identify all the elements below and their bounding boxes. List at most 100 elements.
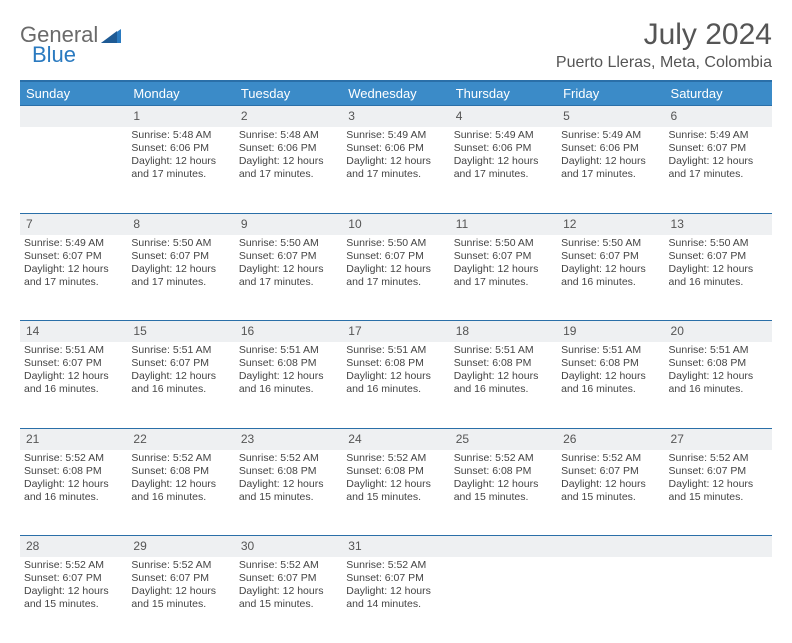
sunset-line: Sunset: 6:07 PM [24, 357, 123, 370]
day-cell: Sunrise: 5:52 AMSunset: 6:08 PMDaylight:… [450, 450, 557, 536]
weekday-header: Tuesday [235, 81, 342, 106]
sunrise-line: Sunrise: 5:52 AM [131, 452, 230, 465]
daylight-line: Daylight: 12 hours and 17 minutes. [454, 263, 553, 289]
day-cell: Sunrise: 5:49 AMSunset: 6:06 PMDaylight:… [557, 127, 664, 213]
day-cell: Sunrise: 5:49 AMSunset: 6:07 PMDaylight:… [20, 235, 127, 321]
day-number-row: 28293031 [20, 536, 772, 558]
day-number: 30 [235, 536, 342, 558]
sunrise-line: Sunrise: 5:51 AM [24, 344, 123, 357]
daylight-line: Daylight: 12 hours and 16 minutes. [561, 263, 660, 289]
sunrise-line: Sunrise: 5:48 AM [239, 129, 338, 142]
day-cell: Sunrise: 5:52 AMSunset: 6:08 PMDaylight:… [127, 450, 234, 536]
day-number: 28 [20, 536, 127, 558]
day-number: 29 [127, 536, 234, 558]
day-cell: Sunrise: 5:51 AMSunset: 6:08 PMDaylight:… [342, 342, 449, 428]
day-cell: Sunrise: 5:52 AMSunset: 6:07 PMDaylight:… [665, 450, 772, 536]
weekday-header: Thursday [450, 81, 557, 106]
sunset-line: Sunset: 6:07 PM [239, 250, 338, 263]
daylight-line: Daylight: 12 hours and 15 minutes. [131, 585, 230, 611]
sunrise-line: Sunrise: 5:51 AM [669, 344, 768, 357]
sunrise-line: Sunrise: 5:52 AM [346, 559, 445, 572]
day-number: 6 [665, 106, 772, 128]
sunrise-line: Sunrise: 5:52 AM [239, 452, 338, 465]
weekday-header: Friday [557, 81, 664, 106]
day-cell: Sunrise: 5:50 AMSunset: 6:07 PMDaylight:… [342, 235, 449, 321]
day-number: 19 [557, 321, 664, 343]
sunset-line: Sunset: 6:07 PM [24, 250, 123, 263]
day-number-row: 14151617181920 [20, 321, 772, 343]
sunrise-line: Sunrise: 5:52 AM [346, 452, 445, 465]
day-number [665, 536, 772, 558]
sunset-line: Sunset: 6:06 PM [561, 142, 660, 155]
day-number: 10 [342, 213, 449, 235]
daylight-line: Daylight: 12 hours and 15 minutes. [669, 478, 768, 504]
day-cell: Sunrise: 5:50 AMSunset: 6:07 PMDaylight:… [235, 235, 342, 321]
sunrise-line: Sunrise: 5:49 AM [561, 129, 660, 142]
sunrise-line: Sunrise: 5:49 AM [454, 129, 553, 142]
day-number: 11 [450, 213, 557, 235]
weekday-header: Sunday [20, 81, 127, 106]
day-cell [557, 557, 664, 643]
sunrise-line: Sunrise: 5:52 AM [454, 452, 553, 465]
daylight-line: Daylight: 12 hours and 15 minutes. [24, 585, 123, 611]
title-block: July 2024 Puerto Lleras, Meta, Colombia [556, 18, 772, 72]
sunset-line: Sunset: 6:08 PM [131, 465, 230, 478]
sunset-line: Sunset: 6:08 PM [24, 465, 123, 478]
day-cell: Sunrise: 5:50 AMSunset: 6:07 PMDaylight:… [557, 235, 664, 321]
sunrise-line: Sunrise: 5:52 AM [24, 559, 123, 572]
sunrise-line: Sunrise: 5:49 AM [346, 129, 445, 142]
sunrise-line: Sunrise: 5:50 AM [239, 237, 338, 250]
sunrise-line: Sunrise: 5:51 AM [131, 344, 230, 357]
day-number: 7 [20, 213, 127, 235]
sunset-line: Sunset: 6:07 PM [346, 572, 445, 585]
daylight-line: Daylight: 12 hours and 16 minutes. [24, 478, 123, 504]
day-number: 8 [127, 213, 234, 235]
sunset-line: Sunset: 6:08 PM [346, 357, 445, 370]
day-cell: Sunrise: 5:52 AMSunset: 6:08 PMDaylight:… [20, 450, 127, 536]
daylight-line: Daylight: 12 hours and 17 minutes. [561, 155, 660, 181]
daylight-line: Daylight: 12 hours and 17 minutes. [239, 155, 338, 181]
day-cell: Sunrise: 5:52 AMSunset: 6:07 PMDaylight:… [342, 557, 449, 643]
sunset-line: Sunset: 6:08 PM [669, 357, 768, 370]
day-number: 16 [235, 321, 342, 343]
day-cell: Sunrise: 5:50 AMSunset: 6:07 PMDaylight:… [450, 235, 557, 321]
daylight-line: Daylight: 12 hours and 16 minutes. [131, 478, 230, 504]
day-cell: Sunrise: 5:50 AMSunset: 6:07 PMDaylight:… [665, 235, 772, 321]
sunrise-line: Sunrise: 5:50 AM [669, 237, 768, 250]
daylight-line: Daylight: 12 hours and 17 minutes. [24, 263, 123, 289]
sunrise-line: Sunrise: 5:51 AM [561, 344, 660, 357]
day-cell: Sunrise: 5:49 AMSunset: 6:06 PMDaylight:… [450, 127, 557, 213]
month-title: July 2024 [556, 18, 772, 52]
day-number-row: 21222324252627 [20, 428, 772, 450]
sunset-line: Sunset: 6:08 PM [561, 357, 660, 370]
day-number: 2 [235, 106, 342, 128]
sunset-line: Sunset: 6:07 PM [561, 250, 660, 263]
daylight-line: Daylight: 12 hours and 16 minutes. [561, 370, 660, 396]
sunset-line: Sunset: 6:06 PM [454, 142, 553, 155]
daylight-line: Daylight: 12 hours and 16 minutes. [24, 370, 123, 396]
daylight-line: Daylight: 12 hours and 16 minutes. [131, 370, 230, 396]
brand-part2: Blue [32, 42, 76, 68]
day-cell: Sunrise: 5:51 AMSunset: 6:07 PMDaylight:… [127, 342, 234, 428]
sunset-line: Sunset: 6:07 PM [669, 465, 768, 478]
day-detail-row: Sunrise: 5:48 AMSunset: 6:06 PMDaylight:… [20, 127, 772, 213]
daylight-line: Daylight: 12 hours and 16 minutes. [454, 370, 553, 396]
sunset-line: Sunset: 6:07 PM [669, 250, 768, 263]
daylight-line: Daylight: 12 hours and 16 minutes. [346, 370, 445, 396]
sunrise-line: Sunrise: 5:49 AM [24, 237, 123, 250]
sunrise-line: Sunrise: 5:52 AM [561, 452, 660, 465]
day-cell: Sunrise: 5:50 AMSunset: 6:07 PMDaylight:… [127, 235, 234, 321]
day-number [20, 106, 127, 128]
daylight-line: Daylight: 12 hours and 16 minutes. [239, 370, 338, 396]
day-number: 25 [450, 428, 557, 450]
daylight-line: Daylight: 12 hours and 15 minutes. [346, 478, 445, 504]
daylight-line: Daylight: 12 hours and 16 minutes. [669, 370, 768, 396]
day-cell: Sunrise: 5:51 AMSunset: 6:08 PMDaylight:… [450, 342, 557, 428]
day-number: 21 [20, 428, 127, 450]
sunset-line: Sunset: 6:08 PM [454, 357, 553, 370]
day-cell [665, 557, 772, 643]
day-number: 18 [450, 321, 557, 343]
day-cell: Sunrise: 5:51 AMSunset: 6:08 PMDaylight:… [557, 342, 664, 428]
daylight-line: Daylight: 12 hours and 17 minutes. [346, 263, 445, 289]
day-number: 26 [557, 428, 664, 450]
